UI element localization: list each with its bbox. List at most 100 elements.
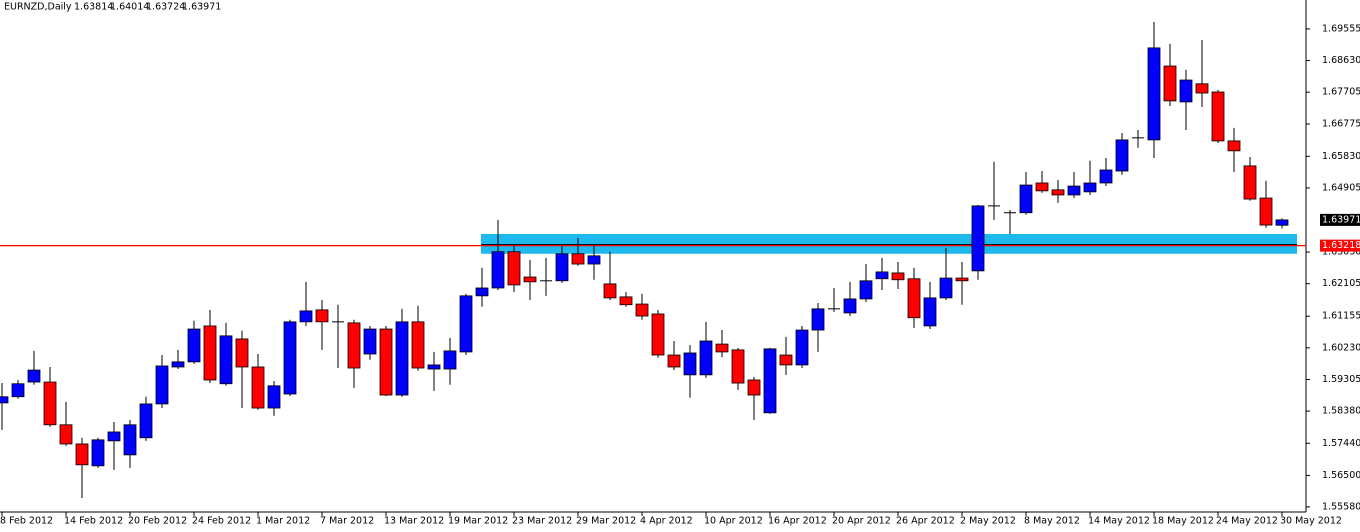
candle-body: [395, 321, 409, 396]
candle-body: [1147, 47, 1161, 141]
x-tick-label: 29 Mar 2012: [576, 516, 636, 527]
candle-body: [1019, 184, 1033, 214]
ohlc-open: 1.63814: [74, 2, 113, 13]
candle-body: [491, 251, 505, 289]
candle-body: [251, 366, 265, 409]
candle-body: [635, 303, 649, 317]
candle-body: [75, 443, 89, 466]
ohlc-close: 1.63971: [182, 2, 221, 13]
candle-body: [0, 396, 9, 404]
candle-body: [955, 277, 969, 282]
x-tick-label: 10 Apr 2012: [704, 516, 763, 527]
candle-body: [411, 321, 425, 369]
candle-body: [27, 369, 41, 383]
candle-body: [459, 295, 473, 353]
candle-body: [1067, 185, 1081, 196]
x-tick-label: 4 Apr 2012: [640, 516, 693, 527]
candle-body: [11, 383, 25, 398]
ohlc-high: 1.64014: [110, 2, 149, 13]
candle-body: [795, 329, 809, 366]
candle-body: [651, 313, 665, 356]
y-tick-label: 1.67705: [1322, 87, 1360, 98]
y-tick-label: 1.59305: [1322, 374, 1360, 385]
candle-body: [587, 255, 601, 265]
x-tick-label: 13 Mar 2012: [384, 516, 444, 527]
y-tick-label: 1.66775: [1322, 118, 1360, 129]
candle-body: [1243, 165, 1257, 200]
candle-body: [299, 310, 313, 323]
candle-body: [1259, 197, 1273, 226]
candle-body: [91, 439, 105, 467]
candle-body: [859, 280, 873, 300]
y-tick-label: 1.56500: [1322, 470, 1360, 481]
candle-body: [171, 361, 185, 368]
candle-body: [683, 352, 697, 376]
candle-body: [283, 321, 297, 395]
ohlc-low: 1.63724: [146, 2, 185, 13]
candle-body: [747, 379, 761, 396]
candle-body: [363, 328, 377, 355]
x-tick-label: 14 Feb 2012: [64, 516, 123, 527]
x-tick-label: 7 Mar 2012: [320, 516, 374, 527]
y-tick-label: 1.64905: [1322, 182, 1360, 193]
x-tick-label: 8 May 2012: [1024, 516, 1080, 527]
candle-body: [347, 322, 361, 369]
y-tick-label: 1.68630: [1322, 55, 1360, 66]
candle-body: [571, 253, 585, 265]
candle-body: [267, 385, 281, 409]
candle-body: [1179, 79, 1193, 103]
candle-body: [891, 272, 905, 281]
candle-body: [907, 278, 921, 319]
support-zone: [481, 233, 1297, 254]
candle-body: [443, 350, 457, 370]
candle-body: [219, 335, 233, 385]
candle-body: [1051, 189, 1065, 196]
y-tick-label: 1.60230: [1322, 342, 1360, 353]
current-price-label: 1.63971: [1322, 214, 1360, 225]
y-tick-label: 1.58380: [1322, 406, 1360, 417]
candle-body: [1195, 83, 1209, 94]
candle-body: [379, 328, 393, 396]
candle-body: [1227, 140, 1241, 152]
x-tick-label: 19 Mar 2012: [448, 516, 508, 527]
chart-title: EURNZD,Daily: [4, 2, 72, 13]
candle-body: [971, 205, 985, 272]
x-tick-label: 2 May 2012: [960, 516, 1016, 527]
candle-body: [555, 253, 569, 282]
candle-body: [475, 287, 489, 297]
x-tick-label: 18 May 2012: [1152, 516, 1214, 527]
candle-body: [715, 343, 729, 353]
candle-body: [1115, 139, 1129, 172]
candle-body: [843, 298, 857, 314]
x-tick-label: 8 Feb 2012: [0, 516, 53, 527]
candle-body: [1035, 182, 1049, 192]
y-tick-label: 1.55580: [1322, 501, 1360, 512]
x-tick-label: 20 Feb 2012: [128, 516, 187, 527]
candle-body: [603, 283, 617, 299]
candle-body: [203, 325, 217, 381]
candle-body: [523, 276, 537, 283]
candle-body: [779, 354, 793, 366]
candle-body: [1275, 219, 1289, 226]
x-tick-label: 20 Apr 2012: [832, 516, 891, 527]
candle-body: [939, 277, 953, 299]
candle-body: [235, 338, 249, 368]
y-tick-label: 1.69555: [1322, 23, 1360, 34]
y-tick-label: 1.63030: [1322, 247, 1360, 258]
y-tick-label: 1.61155: [1322, 311, 1360, 322]
candle-body: [155, 365, 169, 405]
x-tick-label: 14 May 2012: [1088, 516, 1150, 527]
candle-body: [1211, 91, 1225, 142]
candle-body: [875, 271, 889, 280]
x-tick-label: 30 May 2012: [1280, 516, 1342, 527]
x-tick-label: 16 Apr 2012: [768, 516, 827, 527]
hline-label: 1.63218: [1322, 240, 1360, 251]
x-tick-label: 23 Mar 2012: [512, 516, 572, 527]
x-tick-label: 26 Apr 2012: [896, 516, 955, 527]
candle-body: [123, 424, 137, 456]
y-tick-label: 1.65830: [1322, 151, 1360, 162]
candle-body: [1083, 182, 1097, 193]
x-tick-label: 1 Mar 2012: [256, 516, 310, 527]
